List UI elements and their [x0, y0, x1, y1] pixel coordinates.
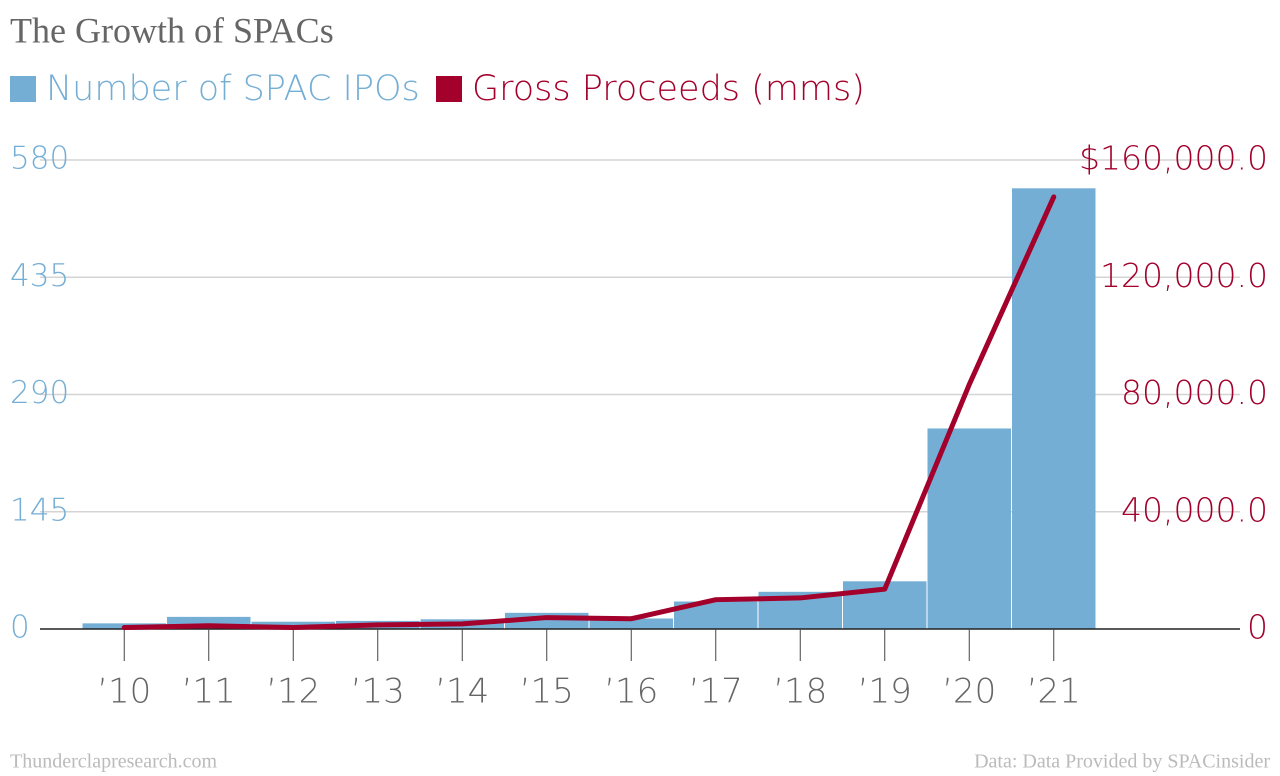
x-tick-label: ’17 — [689, 672, 743, 712]
line — [121, 194, 1057, 631]
y2-tick-label: 40,000.0 — [1121, 490, 1268, 529]
legend-swatch — [10, 76, 36, 102]
x-tick-label: ’13 — [351, 672, 405, 712]
y2-tick-label: 0 — [1247, 608, 1268, 647]
x-tick-label: ’15 — [520, 672, 574, 712]
x-tick-label: ’19 — [858, 672, 912, 712]
y-tick-label: 290 — [10, 375, 69, 411]
bar — [1012, 188, 1096, 629]
y2-tick-label: $160,000.0 — [1079, 139, 1268, 178]
chart-title: The Growth of SPACs — [10, 10, 334, 50]
x-tick-label: ’21 — [1027, 672, 1081, 712]
bar — [589, 618, 673, 629]
legend-label: Number of SPAC IPOs — [46, 69, 420, 109]
legend-swatch — [436, 76, 462, 102]
y2-tick-label: 120,000.0 — [1100, 256, 1268, 295]
x-tick-label: ’10 — [97, 672, 151, 712]
y-tick-label: 580 — [10, 141, 69, 177]
y-tick-label: 0 — [10, 610, 30, 646]
x-tick-label: ’20 — [942, 672, 996, 712]
bar — [927, 428, 1011, 629]
source-right: Data: Data Provided by SPACinsider — [974, 751, 1270, 773]
x-tick-label: ’11 — [182, 672, 236, 712]
x-tick-label: ’18 — [773, 672, 827, 712]
y-tick-label: 145 — [10, 492, 69, 528]
x-tick-label: ’14 — [435, 672, 489, 712]
x-tick-label: ’16 — [604, 672, 658, 712]
y-tick-label: 435 — [10, 258, 69, 294]
source-left: Thunderclapresearch.com — [10, 751, 218, 773]
y2-tick-label: 80,000.0 — [1121, 373, 1268, 412]
x-tick-label: ’12 — [266, 672, 320, 712]
legend-label: Gross Proceeds (mms) — [472, 69, 865, 109]
